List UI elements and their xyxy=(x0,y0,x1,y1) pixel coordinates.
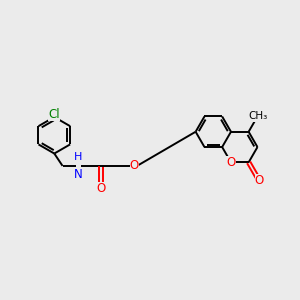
Text: O: O xyxy=(226,156,236,169)
Text: O: O xyxy=(130,159,139,172)
Text: O: O xyxy=(255,174,264,187)
Text: N: N xyxy=(74,168,82,181)
Text: Cl: Cl xyxy=(49,108,60,121)
Text: O: O xyxy=(96,182,106,195)
Text: H: H xyxy=(74,152,82,162)
Text: CH₃: CH₃ xyxy=(248,111,267,121)
